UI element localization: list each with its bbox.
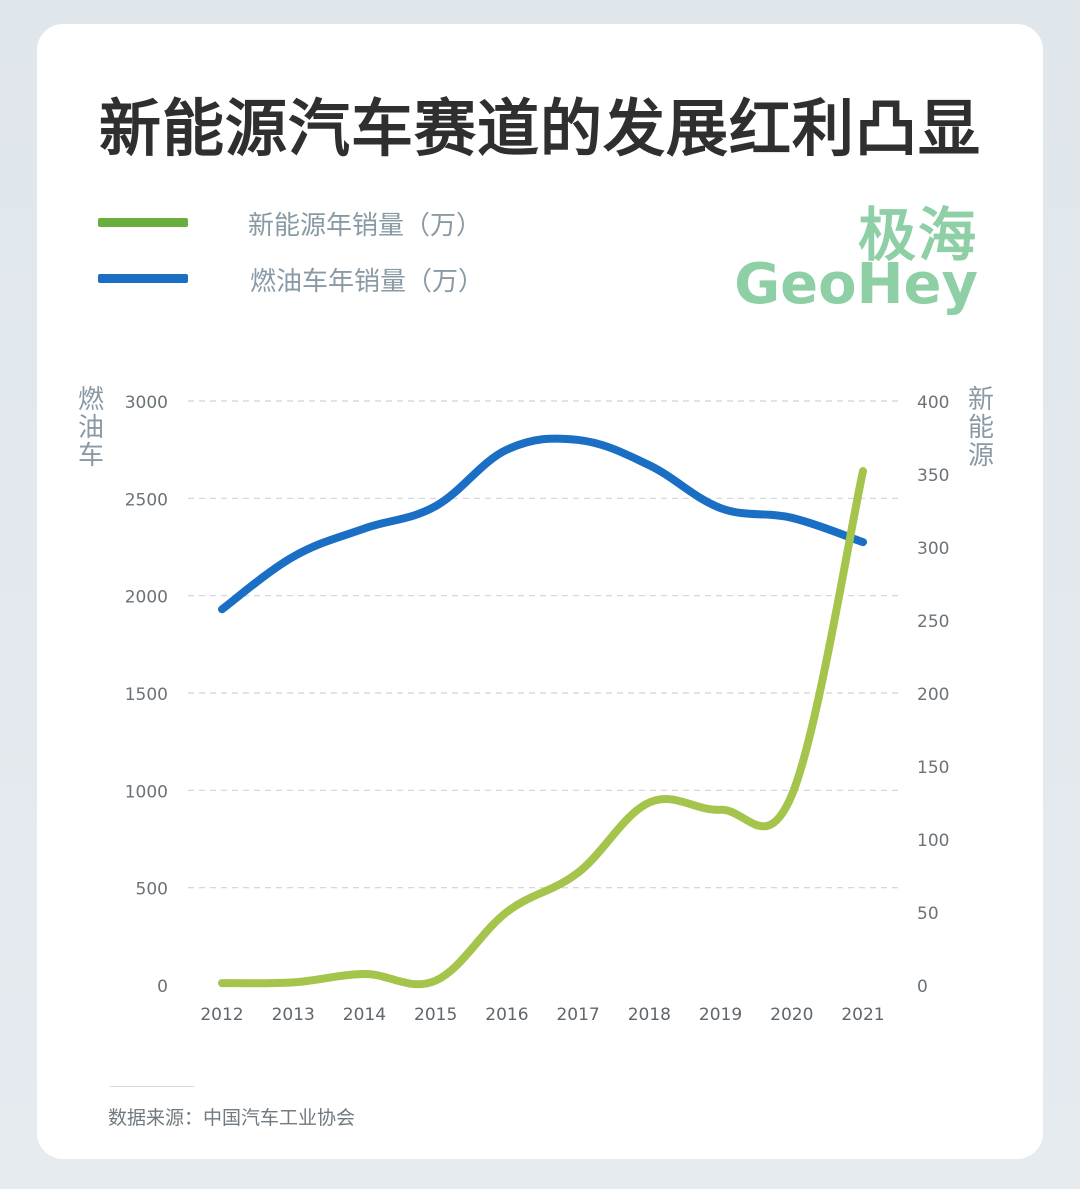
left-tick-label: 2500: [125, 490, 168, 510]
right-axis-title: 新能源: [967, 385, 994, 471]
chart-card: [37, 24, 1043, 1159]
right-tick-label: 300: [917, 539, 949, 559]
source-divider: [110, 1086, 194, 1087]
chart-title: 新能源汽车赛道的发展红利凸显: [98, 92, 981, 165]
right-tick-label: 250: [917, 612, 949, 632]
left-tick-label: 3000: [125, 393, 168, 413]
left-tick-label: 1000: [125, 782, 168, 802]
series-line-nev: [218, 467, 867, 989]
legend-label-fuel: 燃油车年销量（万）: [250, 267, 485, 297]
right-tick-label: 400: [917, 393, 949, 413]
brand-logo-cn: 极海: [857, 201, 978, 269]
right-tick-label: 150: [917, 758, 949, 778]
left-tick-label: 500: [136, 880, 168, 900]
x-tick-label: 2015: [414, 1005, 457, 1025]
x-tick-label: 2020: [770, 1005, 813, 1025]
left-axis-title: 燃油车: [77, 385, 104, 471]
right-tick-label: 50: [917, 904, 939, 924]
legend-label-nev: 新能源年销量（万）: [248, 211, 483, 241]
right-tick-label: 350: [917, 466, 949, 486]
x-tick-label: 2014: [343, 1005, 386, 1025]
x-tick-label: 2019: [699, 1005, 742, 1025]
left-tick-label: 2000: [125, 588, 168, 608]
left-tick-label: 1500: [125, 685, 168, 705]
left-tick-label: 0: [157, 977, 168, 997]
x-tick-label: 2021: [841, 1005, 884, 1025]
brand-logo-en: GeoHey: [734, 252, 978, 317]
x-tick-label: 2016: [485, 1005, 528, 1025]
x-tick-label: 2012: [200, 1005, 243, 1025]
right-tick-label: 100: [917, 831, 949, 851]
x-tick-label: 2018: [628, 1005, 671, 1025]
series-line-fuel: [218, 434, 867, 614]
x-tick-label: 2013: [272, 1005, 315, 1025]
data-source: 数据来源：中国汽车工业协会: [108, 1107, 356, 1129]
right-tick-label: 200: [917, 685, 949, 705]
x-tick-label: 2017: [556, 1005, 599, 1025]
legend-swatch-fuel: [98, 274, 188, 283]
legend-swatch-nev: [98, 218, 188, 227]
right-tick-label: 0: [917, 977, 928, 997]
